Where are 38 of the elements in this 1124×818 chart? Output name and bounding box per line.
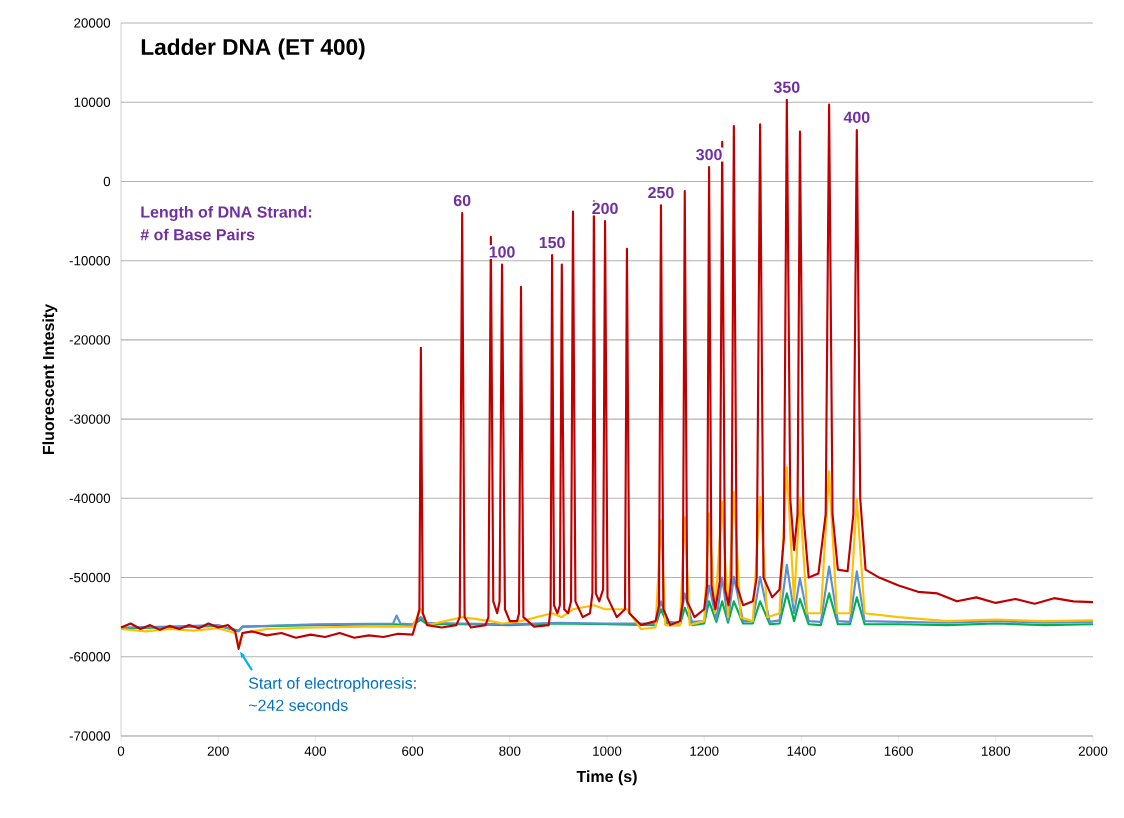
x-tick-label: 1200 (690, 746, 719, 756)
y-tick-label: -60000 (69, 652, 111, 662)
y-tick-label: 10000 (74, 97, 111, 107)
annotation: 200 (592, 202, 618, 215)
y-tick-label: 20000 (74, 18, 111, 28)
x-tick-label: 1600 (884, 746, 913, 756)
x-axis-title: Time (s) (576, 770, 637, 786)
line-series (119, 466, 1095, 646)
y-tick-label: -40000 (69, 493, 111, 504)
annotation: # of Base Pairs (140, 228, 255, 241)
x-tick-label: 200 (207, 746, 229, 756)
y-tick-label: -30000 (69, 414, 111, 424)
annotation: 100 (489, 246, 515, 258)
annotation: 300 (696, 148, 722, 161)
annotation: Length of DNA Strand: (141, 205, 312, 221)
y-tick-label: 0 (103, 176, 111, 187)
x-tick-label: 400 (304, 746, 327, 756)
annotation: ~242 seconds (248, 699, 348, 711)
x-tick-label: 1400 (787, 746, 816, 756)
text: Ladder DNA (ET 400) (141, 38, 365, 60)
annotation: Start of electrophoresis: (248, 677, 416, 693)
x-tick-label: 600 (402, 746, 424, 756)
line-series (119, 98, 1095, 650)
x-tick-label: 1800 (982, 746, 1011, 756)
annotation: 350 (773, 81, 800, 93)
annotation: 150 (539, 236, 565, 249)
x-tick-label: 2000 (1078, 746, 1108, 756)
x-tick-label: 0 (117, 746, 125, 756)
y-tick-label: -70000 (69, 731, 111, 741)
annotation: 250 (648, 186, 674, 199)
y-axis-title: Fluorescent Intesity (42, 304, 58, 455)
x-tick-label: 800 (499, 746, 521, 756)
y-tick-label: -10000 (69, 255, 111, 266)
y-tick-label: -50000 (69, 572, 111, 583)
annotation: 60 (453, 194, 471, 207)
x-tick-label: 1000 (593, 746, 622, 756)
y-tick-label: -20000 (69, 335, 111, 345)
annotation: 400 (843, 111, 870, 123)
